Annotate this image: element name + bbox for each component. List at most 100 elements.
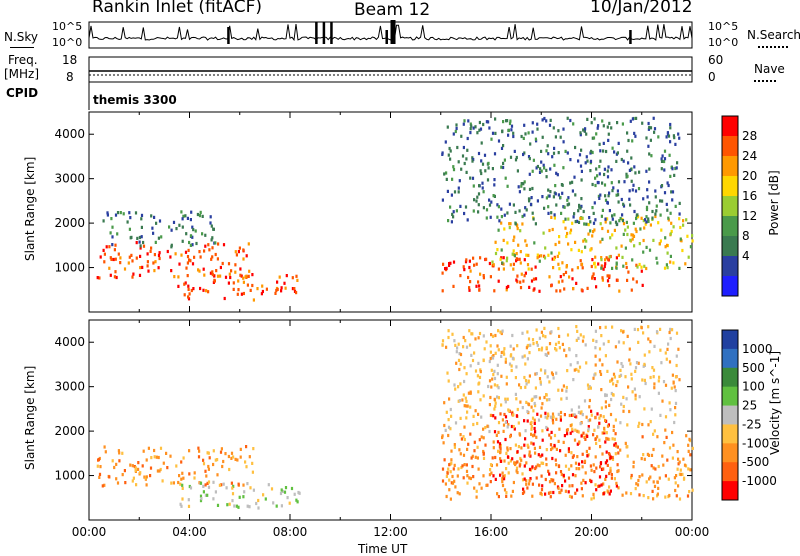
power-data-cell	[523, 258, 526, 262]
power-data-cell	[567, 196, 570, 200]
power-data-cell	[606, 169, 609, 173]
velocity-data-cell	[610, 391, 613, 396]
power-data-cell	[134, 211, 138, 215]
power-data-cell	[204, 233, 207, 237]
power-colorbar-swatch	[722, 256, 738, 277]
velocity-data-cell	[688, 437, 691, 441]
power-data-cell	[628, 197, 631, 201]
velocity-data-cell	[473, 351, 476, 355]
power-data-cell	[192, 287, 195, 291]
velocity-data-cell	[535, 372, 538, 376]
velocity-data-cell	[619, 368, 622, 372]
velocity-data-cell	[554, 342, 558, 346]
velocity-data-cell	[218, 483, 221, 487]
nsky-spike	[393, 20, 396, 44]
power-data-cell	[673, 173, 676, 177]
velocity-data-cell	[571, 429, 574, 433]
power-data-cell	[240, 292, 243, 296]
power-data-cell	[580, 197, 583, 201]
velocity-data-cell	[613, 477, 616, 481]
velocity-data-cell	[181, 497, 184, 501]
velocity-data-cell	[459, 416, 462, 420]
power-data-cell	[216, 274, 220, 278]
power-colorbar-tick: 8	[742, 229, 750, 243]
power-data-cell	[170, 245, 173, 249]
power-data-cell	[678, 212, 681, 216]
velocity-data-cell	[644, 381, 647, 386]
power-data-cell	[562, 140, 565, 144]
velocity-data-cell	[504, 400, 507, 404]
velocity-data-cell	[603, 426, 606, 430]
velocity-data-cell	[492, 446, 495, 450]
velocity-data-cell	[571, 427, 574, 431]
velocity-data-cell	[480, 415, 483, 419]
power-data-cell	[666, 251, 669, 255]
power-data-cell	[205, 289, 208, 293]
velocity-data-cell	[476, 456, 479, 460]
velocity-data-cell	[504, 397, 507, 401]
velocity-data-cell	[493, 383, 496, 387]
power-data-cell	[491, 167, 494, 171]
power-data-cell	[520, 134, 523, 139]
power-data-cell	[512, 267, 515, 271]
power-data-cell	[487, 120, 490, 124]
velocity-data-cell	[222, 459, 225, 464]
power-data-cell	[141, 265, 144, 269]
velocity-data-cell	[577, 369, 580, 373]
power-data-cell	[663, 157, 667, 161]
power-data-cell	[450, 220, 453, 224]
velocity-data-cell	[506, 448, 509, 452]
power-data-cell	[566, 151, 569, 155]
power-data-cell	[229, 275, 232, 280]
velocity-data-cell	[611, 437, 614, 441]
velocity-colorbar-tick: -1000	[742, 474, 777, 488]
power-data-cell	[207, 243, 210, 247]
velocity-data-cell	[563, 434, 566, 438]
power-data-cell	[621, 255, 624, 259]
power-data-cell	[589, 248, 592, 252]
velocity-data-cell	[531, 338, 535, 342]
power-data-cell	[554, 184, 557, 188]
power-data-cell	[240, 274, 243, 278]
velocity-data-cell	[477, 412, 480, 416]
velocity-data-cell	[641, 473, 644, 477]
velocity-data-cell	[540, 346, 544, 350]
velocity-data-cell	[443, 423, 446, 428]
velocity-data-cell	[153, 455, 156, 459]
power-data-cell	[522, 136, 525, 140]
power-data-cell	[684, 262, 687, 266]
velocity-data-cell	[202, 490, 205, 494]
velocity-data-cell	[468, 476, 471, 480]
power-data-cell	[245, 254, 248, 258]
power-data-cell	[645, 245, 648, 249]
velocity-data-cell	[595, 339, 598, 344]
velocity-data-cell	[244, 460, 247, 464]
velocity-data-cell	[517, 445, 520, 449]
power-data-cell	[444, 267, 447, 271]
power-data-cell	[512, 203, 515, 207]
velocity-data-cell	[509, 459, 512, 463]
velocity-data-cell	[445, 474, 448, 478]
power-data-cell	[139, 246, 142, 250]
power-data-cell	[589, 220, 592, 224]
velocity-data-cell	[628, 347, 631, 351]
power-data-cell	[207, 290, 210, 294]
velocity-data-cell	[649, 340, 652, 344]
velocity-data-cell	[552, 415, 555, 419]
velocity-data-cell	[453, 445, 456, 449]
power-data-cell	[677, 132, 680, 136]
velocity-data-cell	[636, 483, 640, 487]
velocity-data-cell	[457, 385, 460, 389]
velocity-data-cell	[642, 364, 645, 368]
velocity-data-cell	[207, 467, 210, 471]
power-data-cell	[503, 227, 506, 231]
power-data-cell	[641, 121, 644, 125]
power-data-cell	[196, 212, 199, 217]
velocity-data-cell	[449, 497, 452, 501]
velocity-data-cell	[610, 476, 613, 480]
velocity-data-cell	[159, 446, 163, 450]
velocity-data-cell	[473, 449, 476, 453]
velocity-colorbar-swatch	[722, 443, 738, 463]
velocity-data-cell	[123, 469, 126, 473]
power-data-cell	[468, 286, 471, 290]
